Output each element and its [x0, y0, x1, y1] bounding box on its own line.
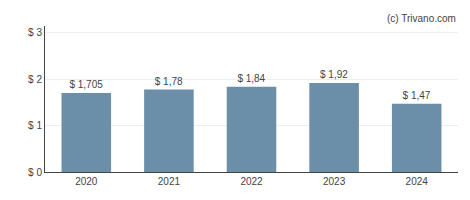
svg-text:$ 0: $ 0 [28, 167, 42, 178]
svg-text:$ 1,705: $ 1,705 [69, 79, 103, 90]
svg-text:$ 1,47: $ 1,47 [403, 90, 431, 101]
svg-text:2021: 2021 [158, 176, 181, 187]
svg-text:2020: 2020 [75, 176, 98, 187]
svg-text:$ 1,92: $ 1,92 [320, 69, 348, 80]
svg-text:$ 3: $ 3 [28, 27, 42, 38]
svg-text:2022: 2022 [240, 176, 263, 187]
svg-text:$ 1: $ 1 [28, 120, 42, 131]
svg-text:$ 1,78: $ 1,78 [155, 76, 183, 87]
svg-text:2023: 2023 [323, 176, 346, 187]
svg-text:$ 1,84: $ 1,84 [237, 73, 265, 84]
svg-text:2024: 2024 [406, 176, 429, 187]
svg-text:$ 2: $ 2 [28, 74, 42, 85]
svg-text:(c) Trivano.com: (c) Trivano.com [387, 13, 456, 24]
